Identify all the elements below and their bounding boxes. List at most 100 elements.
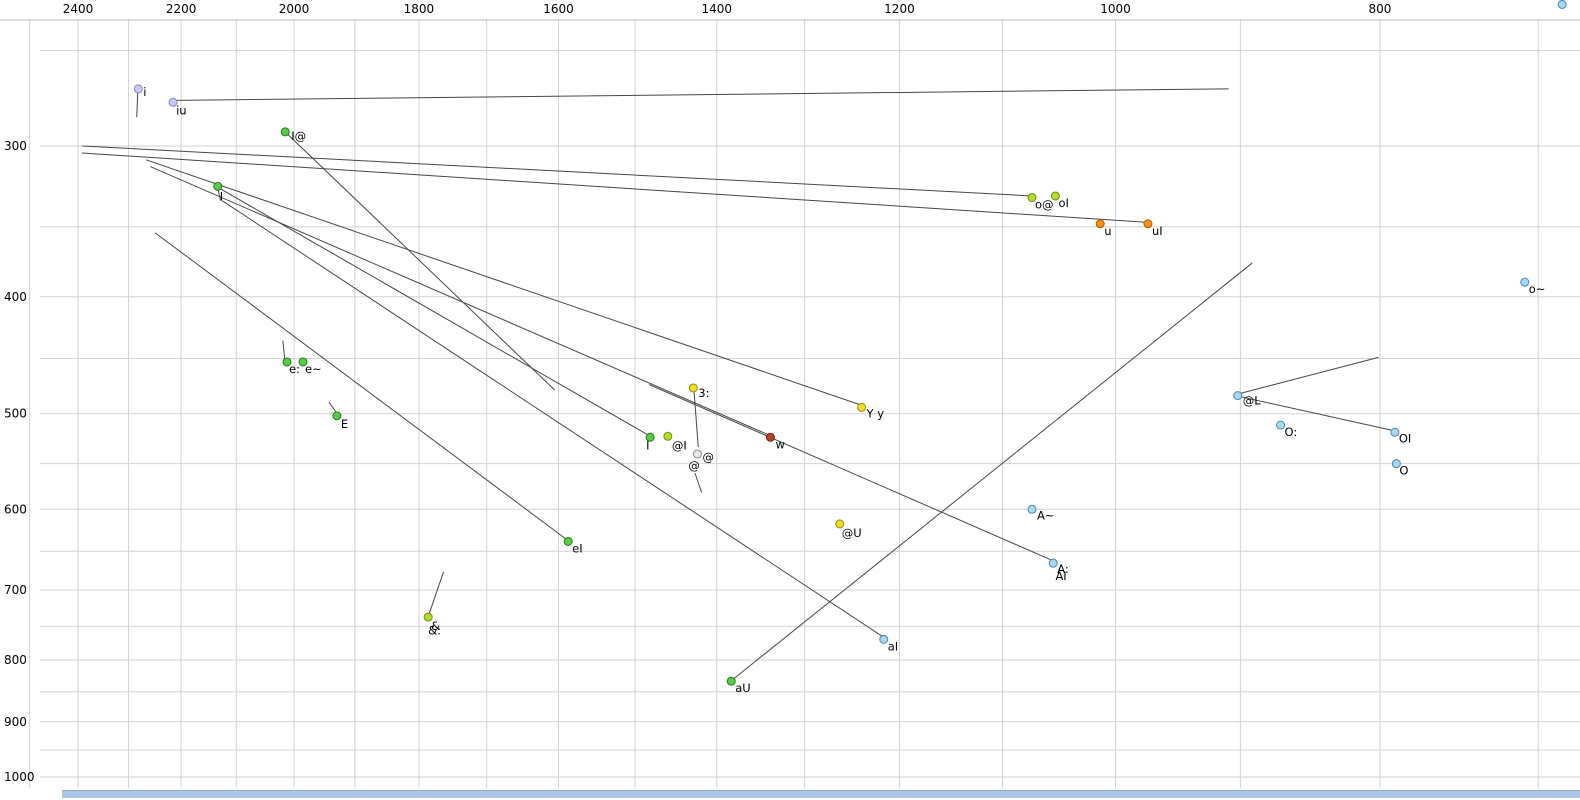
- x-tick-label: 1200: [884, 2, 915, 16]
- data-point-label: uI: [1152, 224, 1163, 238]
- data-point-label: o~: [1529, 282, 1546, 296]
- data-point-label: e:: [289, 362, 300, 376]
- x-tick-label: 1800: [404, 2, 435, 16]
- data-point-label: @: [702, 450, 714, 464]
- trajectory-line: [694, 472, 703, 493]
- x-tick-label: 2200: [166, 2, 197, 16]
- data-point[interactable]: [765, 432, 775, 442]
- data-point-label: eI: [572, 541, 582, 555]
- data-point[interactable]: [1027, 193, 1037, 203]
- data-point-label: E: [341, 417, 348, 431]
- data-point-label: iu: [176, 103, 186, 117]
- trajectory-line: [429, 571, 445, 613]
- y-tick-label: 800: [4, 653, 27, 667]
- data-point-label: e~: [305, 362, 322, 376]
- data-point[interactable]: [1143, 219, 1153, 229]
- data-point[interactable]: [645, 432, 655, 442]
- data-point[interactable]: [1233, 391, 1243, 401]
- y-tick-label: 400: [4, 290, 27, 304]
- data-point[interactable]: [726, 676, 736, 686]
- gridlines: [29, 20, 1580, 788]
- data-point[interactable]: [213, 181, 223, 191]
- data-point-label: i: [143, 85, 146, 99]
- trajectory-line: [145, 159, 862, 406]
- data-point-label: A~: [1037, 508, 1055, 522]
- data-point[interactable]: [857, 402, 867, 412]
- data-point-label: O: [1399, 464, 1408, 478]
- selection-bar[interactable]: [62, 790, 1580, 798]
- data-point-label: w: [775, 437, 784, 451]
- y-tick-label: 500: [4, 407, 27, 421]
- data-point-label: I: [220, 189, 223, 203]
- y-tick-label: 900: [4, 715, 27, 729]
- data-point-label: O:: [1285, 425, 1298, 439]
- axis-tick-labels: 2400 2200 2000 1800 1600 1400 1200 1000 800 300 40…: [4, 2, 1391, 784]
- x-tick-label: 2000: [279, 2, 310, 16]
- extra-label: &:: [428, 624, 441, 638]
- data-point[interactable]: [1557, 0, 1567, 9]
- trajectory-line: [328, 401, 337, 412]
- trajectory-line: [221, 200, 885, 638]
- data-point-label: &: [431, 619, 440, 633]
- data-point[interactable]: [1050, 191, 1060, 201]
- trajectory-line: [150, 166, 770, 436]
- trajectory-line: [693, 392, 699, 448]
- data-point[interactable]: [423, 612, 433, 622]
- y-tick-label: 300: [4, 139, 27, 153]
- data-point-label: I@: [291, 129, 306, 143]
- data-point[interactable]: [280, 127, 290, 137]
- data-point[interactable]: [663, 431, 673, 441]
- trajectory-line: [286, 133, 556, 391]
- data-point-label: o@: [1035, 198, 1054, 212]
- extra-label: AI: [1055, 569, 1066, 583]
- data-point[interactable]: [835, 519, 845, 529]
- data-point[interactable]: [563, 536, 573, 546]
- x-tick-label: 1600: [543, 2, 574, 16]
- x-tick-label: 1000: [1100, 2, 1131, 16]
- data-point[interactable]: [168, 97, 178, 107]
- data-point-label: @U: [842, 526, 862, 540]
- data-point[interactable]: [1095, 219, 1105, 229]
- extra-label: @: [688, 458, 700, 472]
- trajectory-line: [154, 232, 567, 540]
- data-point[interactable]: [1027, 504, 1037, 514]
- data-point-label: Y y: [866, 406, 885, 420]
- data-point[interactable]: [332, 411, 342, 421]
- data-point-label: @L: [1243, 394, 1262, 408]
- data-point[interactable]: [133, 84, 143, 94]
- data-point-label: u: [1104, 224, 1111, 238]
- trajectory-line: [136, 92, 139, 118]
- data-point[interactable]: [1520, 277, 1530, 287]
- data-point-label: I: [646, 438, 649, 452]
- trajectory-line: [732, 262, 1253, 680]
- x-tick-label: 800: [1369, 2, 1392, 16]
- trajectory-line: [175, 88, 1229, 101]
- data-point[interactable]: [282, 357, 292, 367]
- trajectory-lines: [81, 88, 1397, 680]
- data-point[interactable]: [692, 449, 702, 459]
- data-point[interactable]: [1276, 420, 1286, 430]
- data-point-label: aU: [735, 681, 750, 695]
- trajectory-line: [218, 187, 648, 435]
- data-point-label: A:: [1057, 562, 1069, 576]
- data-point[interactable]: [879, 634, 889, 644]
- data-point-label: @I: [672, 438, 687, 452]
- data-point[interactable]: [1048, 558, 1058, 568]
- data-point[interactable]: [1391, 459, 1401, 469]
- x-tick-label: 2400: [63, 2, 94, 16]
- data-point[interactable]: [298, 357, 308, 367]
- data-point-label: oI: [1058, 196, 1068, 210]
- y-tick-label: 600: [4, 502, 27, 516]
- y-tick-label: 1000: [4, 770, 35, 784]
- y-tick-label: 700: [4, 583, 27, 597]
- data-point-label: OI: [1399, 431, 1411, 445]
- data-point-label: 3:: [698, 386, 709, 400]
- data-point-label: aI: [888, 639, 898, 653]
- data-point[interactable]: [1390, 427, 1400, 437]
- trajectory-line: [81, 152, 1147, 223]
- trajectory-line: [81, 145, 1033, 197]
- data-point[interactable]: [688, 383, 698, 393]
